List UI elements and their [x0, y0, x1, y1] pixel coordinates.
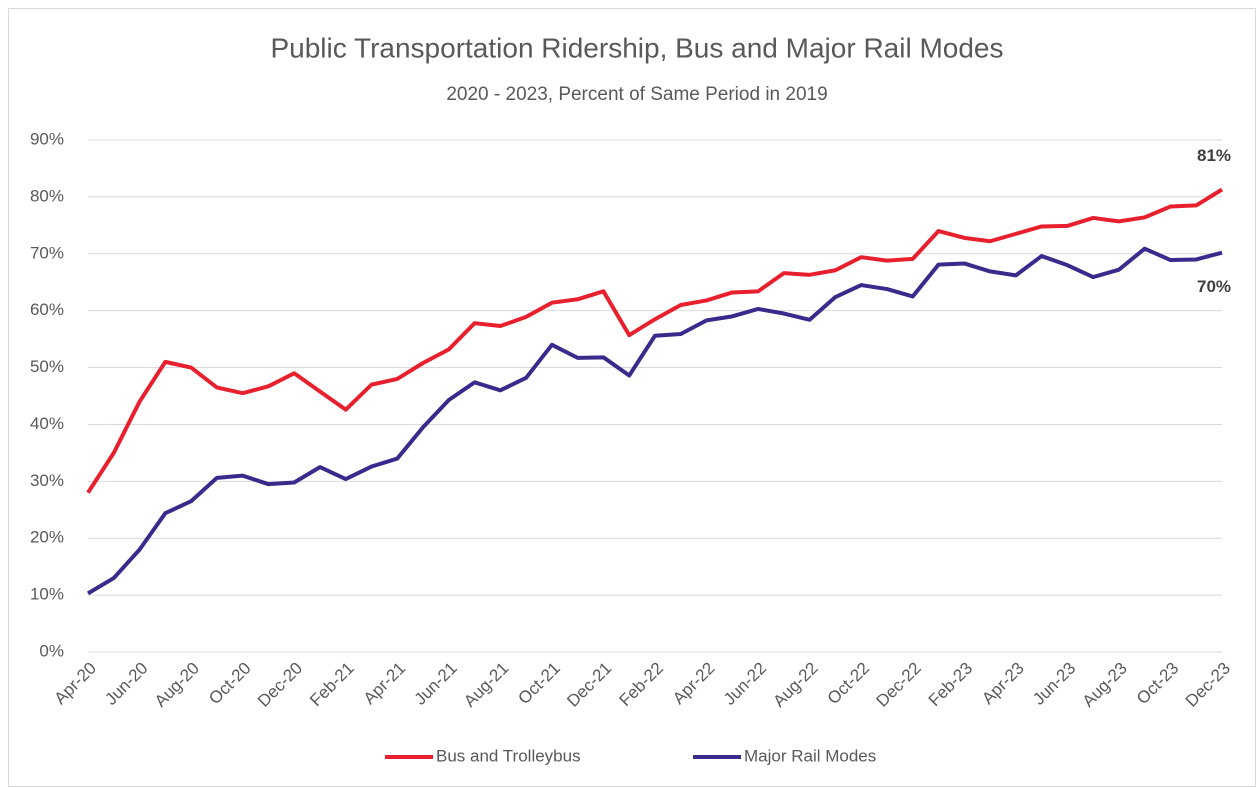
line-series	[86, 187, 1224, 494]
y-tick-label: 30%	[30, 471, 64, 490]
y-tick-label: 50%	[30, 357, 64, 376]
y-tick-label: 0%	[39, 641, 64, 660]
line-series	[86, 246, 1223, 596]
legend-label: Bus and Trolleybus	[436, 746, 581, 765]
data-label: 70%	[1197, 277, 1231, 296]
y-tick-label: 10%	[30, 585, 64, 604]
chart-subtitle: 2020 - 2023, Percent of Same Period in 2…	[446, 84, 827, 105]
y-tick-label: 80%	[30, 186, 64, 205]
chart-frame	[8, 8, 1256, 787]
y-tick-label: 90%	[30, 129, 64, 148]
data-label: 81%	[1197, 146, 1231, 165]
y-tick-label: 20%	[30, 528, 64, 547]
y-tick-label: 60%	[30, 300, 64, 319]
y-tick-label: 40%	[30, 414, 64, 433]
y-tick-label: 70%	[30, 243, 64, 262]
chart-title: Public Transportation Ridership, Bus and…	[270, 32, 1003, 63]
legend-label: Major Rail Modes	[744, 746, 876, 765]
